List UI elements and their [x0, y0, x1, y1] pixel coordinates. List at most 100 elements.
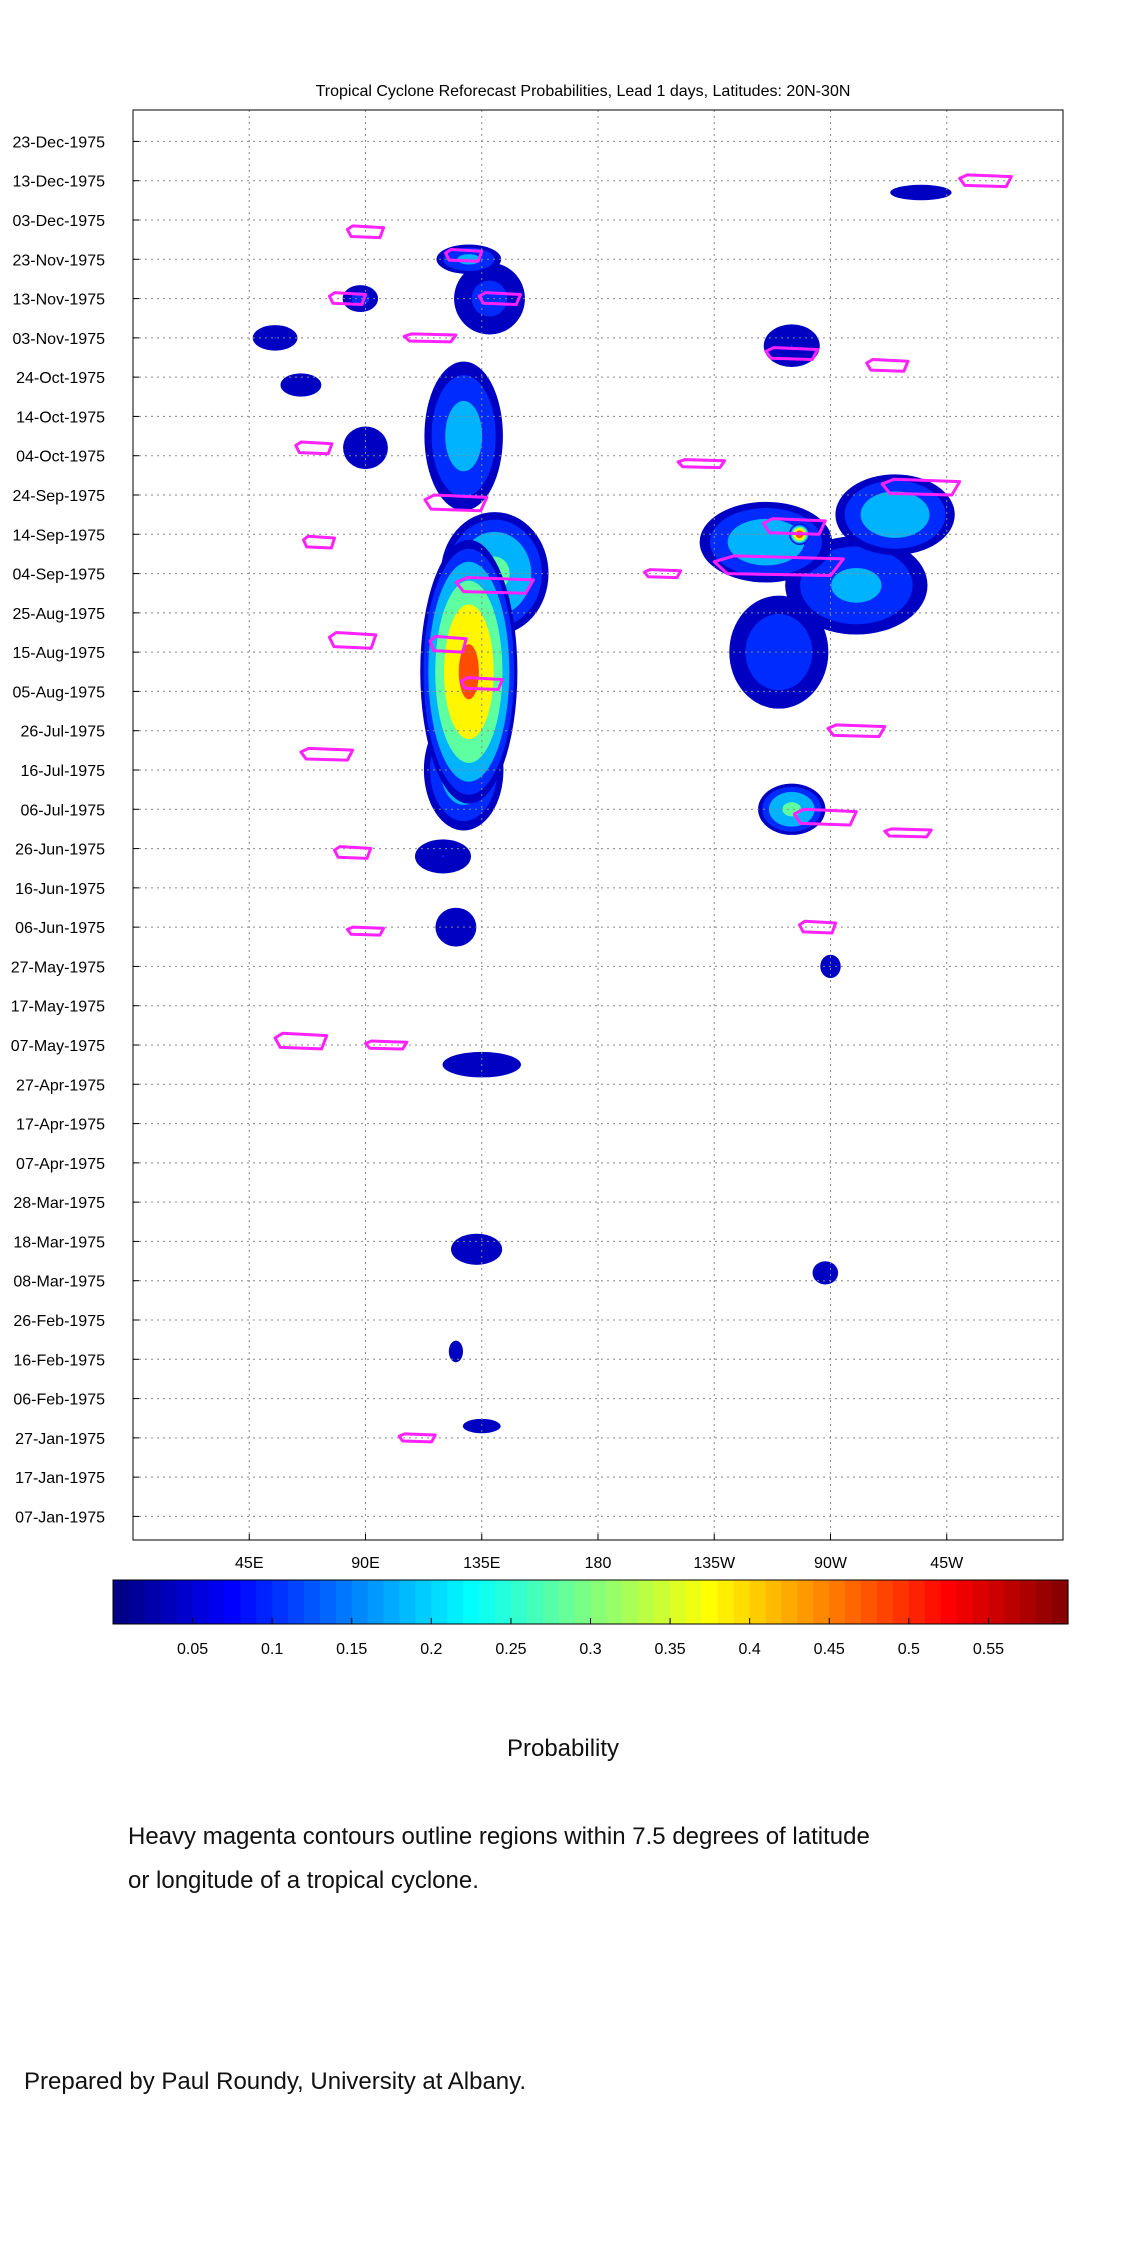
y-tick-label: 04-Oct-1975 [16, 449, 105, 466]
y-tick-label: 03-Dec-1975 [13, 213, 106, 230]
colorbar-segment [670, 1580, 687, 1624]
y-tick-label: 26-Jul-1975 [21, 724, 106, 741]
colorbar-segment [304, 1580, 321, 1624]
colorbar-tick-label: 0.05 [177, 1641, 208, 1658]
x-tick-label: 90W [814, 1555, 848, 1572]
colorbar-segment [558, 1580, 576, 1624]
colorbar-segment [797, 1580, 814, 1624]
cyclone-contour [333, 845, 373, 860]
colorbar-segment [367, 1580, 385, 1624]
cyclone-contour [798, 919, 838, 935]
colorbar-segment [829, 1580, 846, 1624]
probability-region [462, 1418, 501, 1434]
colorbar-segment [749, 1580, 767, 1624]
cyclone-contour [444, 247, 484, 263]
colorbar-segment [192, 1580, 210, 1624]
colorbar-tick-label: 0.2 [420, 1641, 442, 1658]
probability-region [435, 907, 477, 947]
probability-region [280, 373, 322, 397]
x-tick-label: 135E [463, 1555, 500, 1572]
y-axis-ticks: 07-Jan-1975 17-Jan-1975 27-Jan-1975 06-Feb-… [11, 134, 139, 1526]
colorbar-segment [590, 1580, 608, 1624]
colorbar-tick-label: 0.25 [495, 1641, 526, 1658]
probability-field [252, 184, 955, 1434]
colorbar-segment [1052, 1580, 1069, 1624]
colorbar-segment [479, 1580, 496, 1624]
cyclone-contour [880, 477, 962, 497]
colorbar-segment [717, 1580, 735, 1624]
colorbar-tick-label: 0.35 [655, 1641, 686, 1658]
cyclone-contour [423, 493, 489, 513]
y-tick-label: 23-Dec-1975 [13, 134, 106, 151]
cyclone-contour [364, 1039, 409, 1051]
credit-line: Prepared by Paul Roundy, University at A… [24, 2068, 527, 2095]
colorbar-segment [542, 1580, 560, 1624]
colorbar-segment [144, 1580, 162, 1624]
x-tick-label: 180 [585, 1555, 612, 1572]
colorbar-segment [813, 1580, 830, 1624]
y-tick-label: 16-Jun-1975 [15, 881, 105, 898]
y-tick-label: 04-Sep-1975 [12, 567, 105, 584]
probability-region [790, 344, 793, 347]
chart-title: Tropical Cyclone Reforecast Probabilitie… [316, 83, 851, 100]
y-tick-label: 17-May-1975 [11, 999, 105, 1016]
x-axis-ticks: 45E 90E 135E 180 135W 90W 45W [235, 1534, 964, 1572]
colorbar-segment [622, 1580, 639, 1624]
y-tick-label: 05-Aug-1975 [12, 684, 105, 701]
colorbar-segment [176, 1580, 194, 1624]
y-tick-label: 14-Oct-1975 [16, 409, 105, 426]
cyclone-contour [428, 634, 468, 654]
cyclone-contour [327, 291, 367, 306]
probability-region [890, 184, 952, 201]
cyclone-contour [345, 224, 386, 240]
x-tick-label: 90E [351, 1555, 379, 1572]
y-tick-label: 27-May-1975 [11, 959, 105, 976]
y-tick-label: 07-Jan-1975 [15, 1509, 105, 1526]
colorbar-segment [765, 1580, 783, 1624]
colorbar-segment [1020, 1580, 1037, 1624]
x-tick-label: 45W [930, 1555, 964, 1572]
y-tick-label: 06-Jul-1975 [21, 802, 106, 819]
cyclone-contour [454, 576, 535, 595]
colorbar-segment [208, 1580, 226, 1624]
y-tick-label: 03-Nov-1975 [13, 331, 106, 348]
colorbar-segment [956, 1580, 974, 1624]
probability-region [860, 491, 930, 538]
x-tick-label: 135W [693, 1555, 736, 1572]
y-tick-label: 27-Jan-1975 [15, 1431, 105, 1448]
y-tick-label: 06-Feb-1975 [13, 1392, 105, 1409]
cyclone-contour [273, 1031, 329, 1051]
y-tick-label: 15-Aug-1975 [12, 645, 105, 662]
colorbar-tick-label: 0.45 [814, 1641, 845, 1658]
colorbar-segment [447, 1580, 464, 1624]
colorbar-tick-label: 0.5 [898, 1641, 920, 1658]
colorbar-segment [781, 1580, 799, 1624]
probability-region [274, 336, 277, 339]
colorbar-tick-label: 0.4 [739, 1641, 761, 1658]
colorbar-segment [892, 1580, 910, 1624]
colorbar-segment [940, 1580, 958, 1624]
cyclone-contour [302, 534, 336, 550]
colorbar-segment [431, 1580, 448, 1624]
cyclone-contour [294, 440, 334, 456]
y-tick-label: 26-Feb-1975 [13, 1313, 105, 1330]
y-tick-label: 23-Nov-1975 [13, 252, 106, 269]
colorbar-segment [319, 1580, 337, 1624]
colorbar-segment [1004, 1580, 1021, 1624]
colorbar-segment [224, 1580, 241, 1624]
contour-note: Heavy magenta contours outline regions w… [128, 1823, 870, 1894]
probability-region [812, 1261, 839, 1285]
colorbar-segment [908, 1580, 926, 1624]
y-tick-label: 16-Feb-1975 [13, 1352, 105, 1369]
cyclone-contour [712, 554, 845, 578]
cyclone-contour [792, 807, 858, 827]
probability-region [782, 802, 802, 817]
y-tick-label: 26-Jun-1975 [15, 842, 105, 859]
cyclone-contour [299, 746, 355, 762]
cyclone-contour [327, 631, 378, 650]
y-tick-label: 17-Jan-1975 [15, 1470, 105, 1487]
colorbar-segment [686, 1580, 703, 1624]
cyclone-contour [958, 173, 1013, 189]
probability-region [448, 1340, 464, 1363]
